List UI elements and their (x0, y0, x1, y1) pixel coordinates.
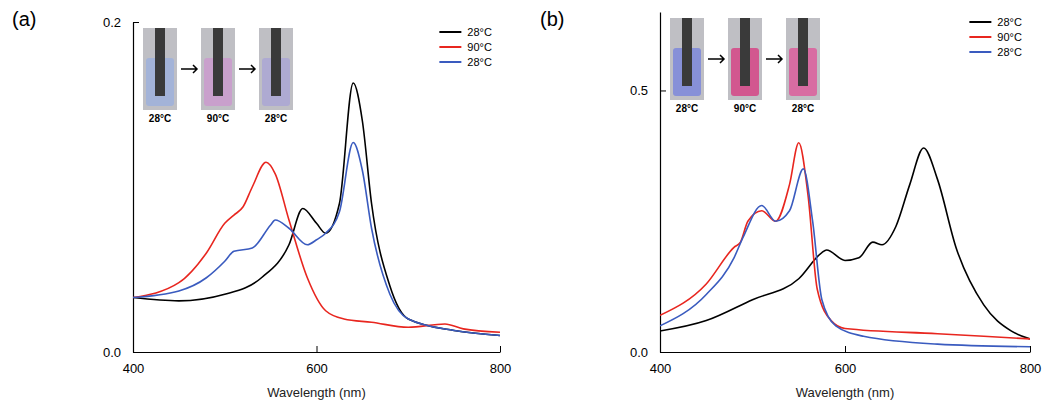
legend-label: 28°C (467, 56, 492, 68)
series-line (660, 148, 1030, 339)
y-tick: 0.0 (630, 345, 666, 360)
y-tick-label: 0.0 (630, 345, 648, 360)
x-tick: 800 (490, 346, 512, 376)
legend-label: 28°C (997, 46, 1022, 58)
plot-area (660, 143, 1030, 347)
inset-label: 90°C (207, 113, 229, 124)
y-axis: 0.0 0.2 (103, 15, 139, 360)
y-tick-mark (660, 90, 666, 91)
x-tick-mark (845, 346, 846, 352)
x-tick-label: 800 (1020, 361, 1042, 376)
x-tick-label: 400 (650, 361, 672, 376)
x-axis-line (661, 352, 1031, 353)
plot-area (133, 83, 500, 335)
probe (271, 28, 281, 96)
legend-item: 28°C (969, 46, 1022, 58)
y-axis-line (133, 23, 134, 353)
x-tick-label: 600 (306, 361, 328, 376)
x-tick: 600 (306, 346, 328, 376)
legend: 28°C 90°C 28°C (439, 26, 492, 68)
series-line (660, 143, 1030, 339)
y-tick-mark (133, 22, 139, 23)
x-tick-label: 800 (490, 361, 512, 376)
legend-item: 90°C (439, 41, 492, 53)
series-line (133, 162, 500, 332)
legend-item: 28°C (969, 16, 1022, 28)
inset-arrow (181, 65, 197, 73)
vial-photo (786, 18, 820, 100)
probe (155, 28, 165, 96)
vial-photo (201, 28, 235, 110)
legend-label: 28°C (467, 26, 492, 38)
inset-arrow (766, 55, 782, 63)
legend-swatch (439, 61, 461, 63)
legend-label: 28°C (997, 16, 1022, 28)
probe (798, 18, 808, 86)
legend-swatch (969, 51, 991, 53)
x-axis-title: Wavelength (nm) (267, 385, 366, 400)
panel: (b) 400 600 800 0.0 0.5 Wavelength (nm) 28°C 90°… (540, 8, 1041, 400)
y-tick: 0.5 (630, 83, 666, 98)
inset: 28°C 90°C 28°C (143, 28, 293, 124)
x-axis: 400 600 800 (123, 346, 512, 376)
x-tick-label: 400 (123, 361, 145, 376)
vial-photo (259, 28, 293, 110)
x-tick-mark (500, 346, 501, 352)
y-axis-line (660, 13, 661, 353)
legend-swatch (969, 21, 991, 23)
legend-item: 28°C (439, 26, 492, 38)
y-axis: 0.0 0.5 (630, 13, 666, 360)
series-line (133, 83, 500, 335)
legend-label: 90°C (997, 31, 1022, 43)
legend-item: 90°C (969, 31, 1022, 43)
inset-label: 90°C (734, 103, 756, 114)
probe (740, 18, 750, 86)
figure: (a) 400 600 800 0.0 0.2 Wavelength (nm) 28°C 90°… (0, 0, 1051, 405)
y-tick-mark (133, 352, 139, 353)
y-tick-label: 0.5 (630, 83, 648, 98)
x-axis-line (134, 352, 501, 353)
inset: 28°C 90°C 28°C (670, 18, 820, 114)
x-tick-label: 600 (835, 361, 857, 376)
vial-photo (670, 18, 704, 100)
y-tick: 0.2 (103, 15, 139, 30)
inset-label: 28°C (676, 103, 698, 114)
y-tick-label: 0.2 (103, 15, 121, 30)
x-tick: 600 (835, 346, 857, 376)
legend-swatch (439, 31, 461, 33)
vial-photo (143, 28, 177, 110)
legend: 28°C 90°C 28°C (969, 16, 1022, 58)
legend-swatch (969, 36, 991, 38)
panel: (a) 400 600 800 0.0 0.2 Wavelength (nm) 28°C 90°… (12, 8, 511, 400)
panel-letter: (a) (12, 8, 36, 30)
series-line (660, 169, 1030, 347)
legend-item: 28°C (439, 56, 492, 68)
inset-label: 28°C (792, 103, 814, 114)
probe (682, 18, 692, 86)
series-line (133, 142, 500, 335)
x-tick-mark (1030, 346, 1031, 352)
legend-swatch (439, 46, 461, 48)
panel-letter: (b) (540, 8, 564, 30)
inset-arrow (708, 55, 724, 63)
inset-arrow (239, 65, 255, 73)
x-axis-title: Wavelength (nm) (796, 385, 895, 400)
inset-label: 28°C (149, 113, 171, 124)
x-tick: 800 (1020, 346, 1042, 376)
x-axis: 400 600 800 (650, 346, 1042, 376)
y-tick-label: 0.0 (103, 345, 121, 360)
legend-label: 90°C (467, 41, 492, 53)
probe (213, 28, 223, 96)
y-tick-mark (660, 352, 666, 353)
vial-photo (728, 18, 762, 100)
inset-label: 28°C (265, 113, 287, 124)
y-tick: 0.0 (103, 345, 139, 360)
x-tick-mark (317, 346, 318, 352)
